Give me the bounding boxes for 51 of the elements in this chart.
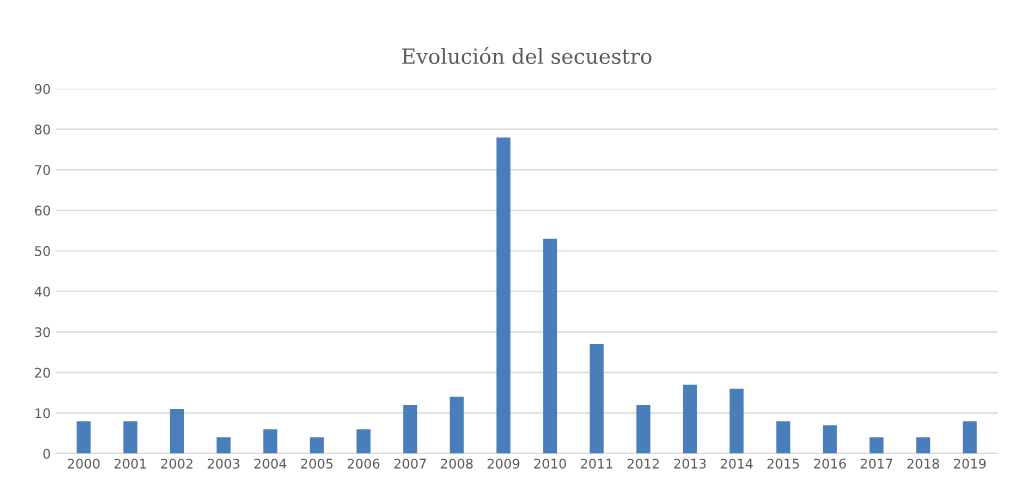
bar xyxy=(309,437,324,454)
y-tick-label: 40 xyxy=(34,286,50,297)
bar xyxy=(356,429,371,454)
x-tick-label: 2004 xyxy=(254,458,287,469)
bar xyxy=(216,437,231,454)
chart-title: Evolución del secuestro xyxy=(402,47,652,65)
x-tick-label: 2009 xyxy=(487,458,520,469)
bar xyxy=(123,421,138,454)
x-tick-label: 2013 xyxy=(674,458,706,469)
bar xyxy=(869,437,884,454)
y-tick-label: 50 xyxy=(35,246,50,257)
bar xyxy=(589,344,604,454)
x-tick-label: 2003 xyxy=(207,458,240,469)
x-tick-label: 2015 xyxy=(767,458,799,469)
bar xyxy=(543,238,558,454)
x-tick-label: 2018 xyxy=(907,458,940,469)
x-tick-label: 2002 xyxy=(161,458,193,469)
y-tick-label: 80 xyxy=(34,124,50,135)
x-tick-label: 2014 xyxy=(720,458,753,469)
x-tick-label: 2010 xyxy=(534,458,566,469)
y-tick-label: 10 xyxy=(35,408,50,419)
y-tick-label: 20 xyxy=(35,367,50,378)
x-tick-label: 2019 xyxy=(954,458,986,469)
bar xyxy=(169,408,184,454)
bar xyxy=(76,421,91,454)
y-tick-label: 70 xyxy=(35,165,50,176)
x-tick-label: 2012 xyxy=(627,458,659,469)
x-tick-label: 2006 xyxy=(347,458,380,469)
x-tick-label: 2001 xyxy=(114,458,146,469)
bar xyxy=(496,137,511,454)
bar xyxy=(822,425,837,454)
bar xyxy=(636,404,651,454)
x-tick-label: 2000 xyxy=(67,458,100,469)
y-tick-label: 30 xyxy=(35,327,50,338)
x-tick-label: 2008 xyxy=(440,458,473,469)
bar xyxy=(403,404,418,454)
bar xyxy=(916,437,931,454)
bar xyxy=(263,429,278,454)
bar xyxy=(776,421,791,454)
x-tick-label: 2011 xyxy=(580,458,613,469)
bar xyxy=(962,421,977,454)
y-tick-label: 0 xyxy=(43,448,50,459)
bar xyxy=(449,396,464,454)
bar xyxy=(729,388,744,454)
bar xyxy=(683,384,697,454)
x-tick-label: 2005 xyxy=(301,458,333,469)
y-tick-label: 90 xyxy=(34,83,50,94)
x-tick-label: 2017 xyxy=(860,458,893,469)
y-tick-label: 60 xyxy=(34,205,50,216)
x-tick-label: 2016 xyxy=(814,458,846,469)
x-tick-label: 2007 xyxy=(394,458,426,469)
